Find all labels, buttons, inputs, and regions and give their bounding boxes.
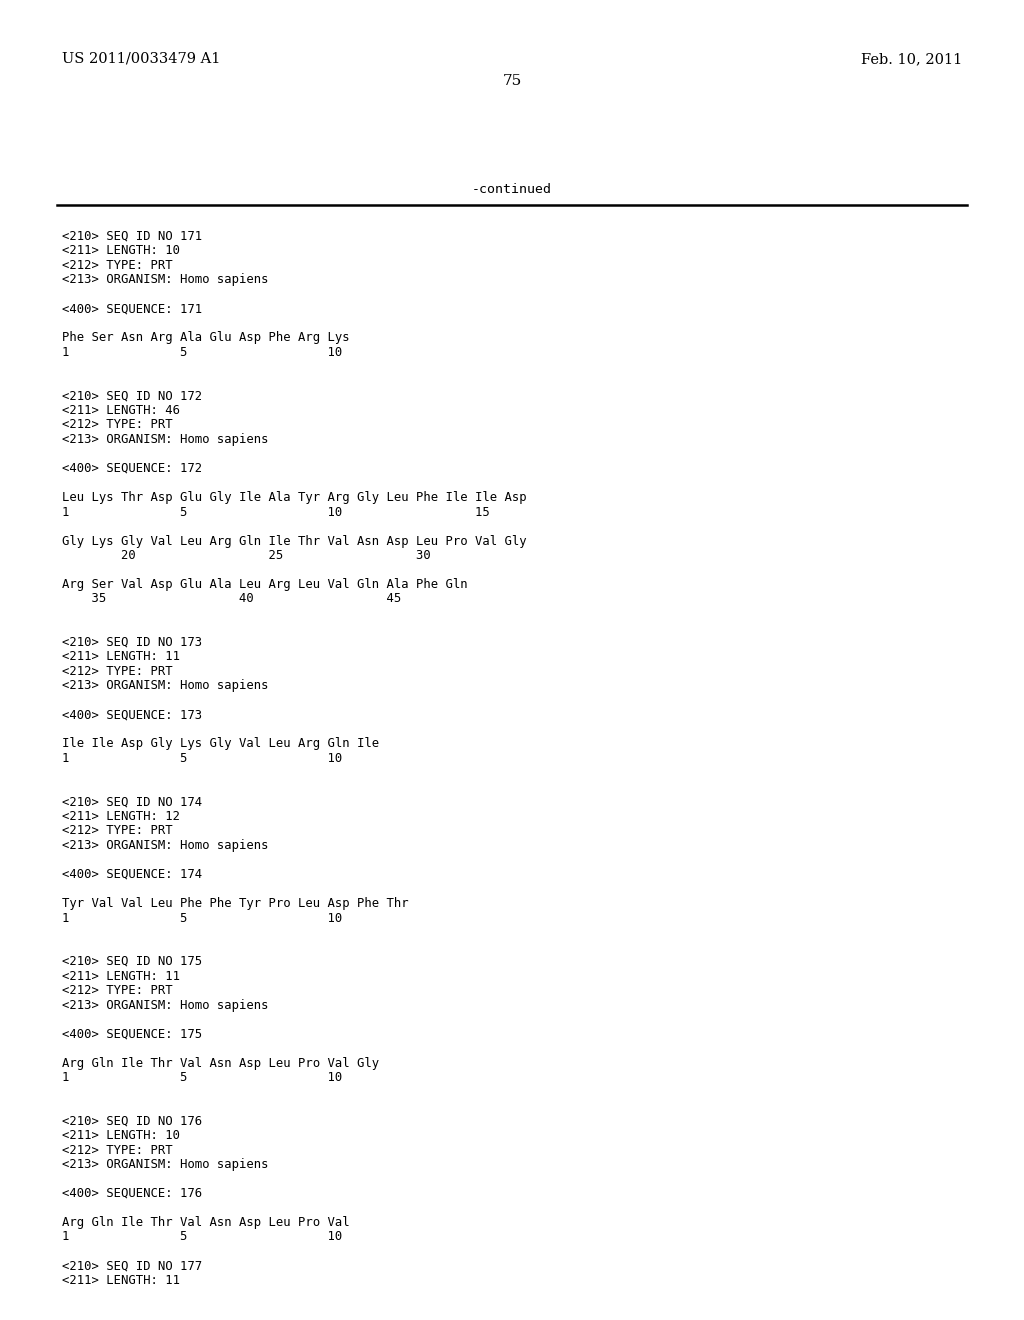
Text: <211> LENGTH: 11: <211> LENGTH: 11 bbox=[62, 969, 180, 982]
Text: <400> SEQUENCE: 174: <400> SEQUENCE: 174 bbox=[62, 869, 202, 880]
Text: Feb. 10, 2011: Feb. 10, 2011 bbox=[861, 51, 962, 66]
Text: <213> ORGANISM: Homo sapiens: <213> ORGANISM: Homo sapiens bbox=[62, 1158, 268, 1171]
Text: <210> SEQ ID NO 177: <210> SEQ ID NO 177 bbox=[62, 1259, 202, 1272]
Text: US 2011/0033479 A1: US 2011/0033479 A1 bbox=[62, 51, 220, 66]
Text: <212> TYPE: PRT: <212> TYPE: PRT bbox=[62, 1143, 173, 1156]
Text: <212> TYPE: PRT: <212> TYPE: PRT bbox=[62, 418, 173, 432]
Text: Arg Gln Ile Thr Val Asn Asp Leu Pro Val: Arg Gln Ile Thr Val Asn Asp Leu Pro Val bbox=[62, 1216, 349, 1229]
Text: <400> SEQUENCE: 171: <400> SEQUENCE: 171 bbox=[62, 302, 202, 315]
Text: Phe Ser Asn Arg Ala Glu Asp Phe Arg Lys: Phe Ser Asn Arg Ala Glu Asp Phe Arg Lys bbox=[62, 331, 349, 345]
Text: <210> SEQ ID NO 175: <210> SEQ ID NO 175 bbox=[62, 954, 202, 968]
Text: 75: 75 bbox=[503, 74, 521, 88]
Text: <210> SEQ ID NO 171: <210> SEQ ID NO 171 bbox=[62, 230, 202, 243]
Text: <213> ORGANISM: Homo sapiens: <213> ORGANISM: Homo sapiens bbox=[62, 998, 268, 1011]
Text: 1               5                   10: 1 5 10 bbox=[62, 1230, 342, 1243]
Text: <210> SEQ ID NO 172: <210> SEQ ID NO 172 bbox=[62, 389, 202, 403]
Text: <211> LENGTH: 46: <211> LENGTH: 46 bbox=[62, 404, 180, 417]
Text: <213> ORGANISM: Homo sapiens: <213> ORGANISM: Homo sapiens bbox=[62, 840, 268, 851]
Text: Arg Gln Ile Thr Val Asn Asp Leu Pro Val Gly: Arg Gln Ile Thr Val Asn Asp Leu Pro Val … bbox=[62, 1056, 379, 1069]
Text: <212> TYPE: PRT: <212> TYPE: PRT bbox=[62, 983, 173, 997]
Text: <210> SEQ ID NO 176: <210> SEQ ID NO 176 bbox=[62, 1114, 202, 1127]
Text: <211> LENGTH: 11: <211> LENGTH: 11 bbox=[62, 1274, 180, 1287]
Text: <210> SEQ ID NO 174: <210> SEQ ID NO 174 bbox=[62, 796, 202, 808]
Text: Leu Lys Thr Asp Glu Gly Ile Ala Tyr Arg Gly Leu Phe Ile Ile Asp: Leu Lys Thr Asp Glu Gly Ile Ala Tyr Arg … bbox=[62, 491, 526, 504]
Text: <400> SEQUENCE: 176: <400> SEQUENCE: 176 bbox=[62, 1187, 202, 1200]
Text: Gly Lys Gly Val Leu Arg Gln Ile Thr Val Asn Asp Leu Pro Val Gly: Gly Lys Gly Val Leu Arg Gln Ile Thr Val … bbox=[62, 535, 526, 548]
Text: <213> ORGANISM: Homo sapiens: <213> ORGANISM: Homo sapiens bbox=[62, 433, 268, 446]
Text: <400> SEQUENCE: 175: <400> SEQUENCE: 175 bbox=[62, 1027, 202, 1040]
Text: <213> ORGANISM: Homo sapiens: <213> ORGANISM: Homo sapiens bbox=[62, 680, 268, 693]
Text: <400> SEQUENCE: 173: <400> SEQUENCE: 173 bbox=[62, 709, 202, 722]
Text: <212> TYPE: PRT: <212> TYPE: PRT bbox=[62, 665, 173, 678]
Text: 1               5                   10: 1 5 10 bbox=[62, 752, 342, 766]
Text: <213> ORGANISM: Homo sapiens: <213> ORGANISM: Homo sapiens bbox=[62, 273, 268, 286]
Text: Ile Ile Asp Gly Lys Gly Val Leu Arg Gln Ile: Ile Ile Asp Gly Lys Gly Val Leu Arg Gln … bbox=[62, 738, 379, 751]
Text: 35                  40                  45: 35 40 45 bbox=[62, 593, 401, 606]
Text: <212> TYPE: PRT: <212> TYPE: PRT bbox=[62, 825, 173, 837]
Text: <211> LENGTH: 10: <211> LENGTH: 10 bbox=[62, 244, 180, 257]
Text: 1               5                   10: 1 5 10 bbox=[62, 1071, 342, 1084]
Text: 1               5                   10                  15: 1 5 10 15 bbox=[62, 506, 489, 519]
Text: <212> TYPE: PRT: <212> TYPE: PRT bbox=[62, 259, 173, 272]
Text: <211> LENGTH: 12: <211> LENGTH: 12 bbox=[62, 810, 180, 822]
Text: <211> LENGTH: 11: <211> LENGTH: 11 bbox=[62, 651, 180, 664]
Text: -continued: -continued bbox=[472, 183, 552, 195]
Text: Arg Ser Val Asp Glu Ala Leu Arg Leu Val Gln Ala Phe Gln: Arg Ser Val Asp Glu Ala Leu Arg Leu Val … bbox=[62, 578, 468, 591]
Text: <210> SEQ ID NO 173: <210> SEQ ID NO 173 bbox=[62, 636, 202, 649]
Text: 20                  25                  30: 20 25 30 bbox=[62, 549, 431, 562]
Text: <211> LENGTH: 10: <211> LENGTH: 10 bbox=[62, 1129, 180, 1142]
Text: <400> SEQUENCE: 172: <400> SEQUENCE: 172 bbox=[62, 462, 202, 475]
Text: 1               5                   10: 1 5 10 bbox=[62, 346, 342, 359]
Text: 1               5                   10: 1 5 10 bbox=[62, 912, 342, 924]
Text: Tyr Val Val Leu Phe Phe Tyr Pro Leu Asp Phe Thr: Tyr Val Val Leu Phe Phe Tyr Pro Leu Asp … bbox=[62, 898, 409, 909]
